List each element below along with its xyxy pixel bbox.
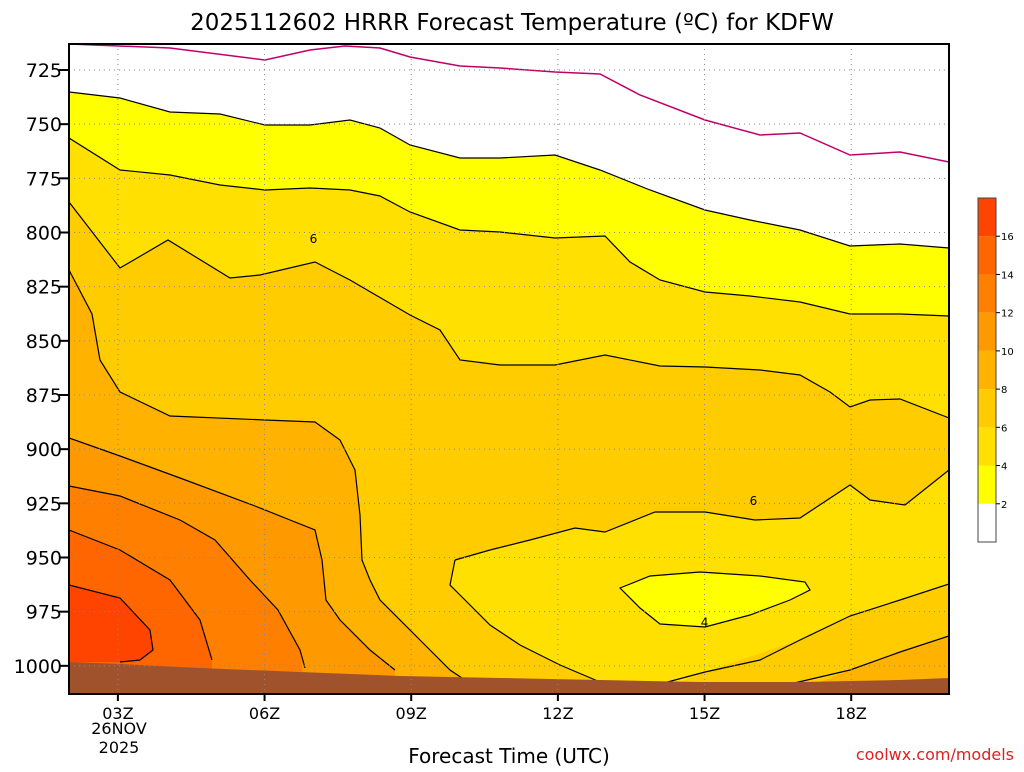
- x-axis-title: Forecast Time (UTC): [408, 744, 610, 768]
- x-tick-label: 03Z: [102, 704, 133, 723]
- colorbar-swatch: [978, 274, 996, 313]
- x-tick-label: 15Z: [689, 704, 720, 723]
- y-tick-label: 875: [26, 385, 62, 407]
- colorbar-frame: [977, 197, 997, 543]
- region-2-4-pocket: [620, 572, 810, 627]
- colorbar-swatch: [978, 198, 996, 237]
- colorbar-tick-label: 12: [1001, 309, 1014, 320]
- colorbar-swatch: [978, 503, 996, 542]
- x-axis: 03Z 06Z 09Z 12Z 15Z 18Z: [102, 694, 867, 723]
- y-tick-label: 950: [26, 548, 62, 570]
- colorbar-swatch: [978, 236, 996, 275]
- plot-frame: [68, 43, 950, 695]
- colorbar-legend: 2 4 6 8 10 12 14 16: [977, 197, 1014, 543]
- colorbar-swatch: [978, 465, 996, 504]
- zero-isotherm-line: [69, 44, 949, 163]
- contour-label: 6: [750, 494, 758, 508]
- y-tick-label: 975: [26, 602, 62, 624]
- y-tick-label: 900: [26, 439, 62, 461]
- y-tick-label: 750: [26, 114, 62, 136]
- temperature-fill-regions: [69, 44, 949, 694]
- colorbar-swatch: [978, 427, 996, 466]
- colorbar-tick-label: 4: [1001, 462, 1007, 473]
- colorbar-swatch: [978, 312, 996, 351]
- colorbar-tick-label: 2: [1001, 500, 1007, 511]
- colorbar-swatch: [978, 389, 996, 428]
- date-label-line1: 26NOV: [91, 719, 147, 738]
- colorbar-tick-label: 8: [1001, 385, 1007, 396]
- x-tick-label: 09Z: [396, 704, 427, 723]
- credit-link[interactable]: coolwx.com/models: [856, 745, 1014, 764]
- isotherm-lines: [69, 91, 949, 694]
- colorbar-tick-label: 10: [1001, 347, 1014, 358]
- contour-labels: 6 6 4: [310, 232, 758, 630]
- colorbar-swatch: [978, 350, 996, 390]
- grid-lines: [69, 44, 949, 694]
- y-tick-label: 850: [26, 331, 62, 353]
- y-tick-label: 775: [26, 168, 62, 190]
- x-tick-label: 18Z: [836, 704, 867, 723]
- band-14-16: [69, 585, 153, 662]
- y-tick-label: 925: [26, 493, 62, 515]
- colorbar-tick-label: 14: [1001, 270, 1014, 281]
- region-8-10-lower-right: [790, 636, 949, 694]
- colorbar-tick-label: 6: [1001, 423, 1007, 434]
- date-label-line2: 2025: [99, 738, 140, 757]
- contour-label: 6: [310, 232, 318, 246]
- y-tick-label: 825: [26, 277, 62, 299]
- chart-title: 2025112602 HRRR Forecast Temperature (ºC…: [190, 10, 834, 36]
- ground-surface: [69, 662, 949, 694]
- y-axis: 725 750 775 800 825 850 875 900 925 950 975 1000: [14, 60, 69, 678]
- y-tick-label: 800: [26, 223, 62, 245]
- x-tick-label: 06Z: [249, 704, 280, 723]
- contour-label: 4: [701, 616, 709, 630]
- y-tick-label: 1000: [14, 656, 62, 678]
- colorbar-tick-label: 16: [1001, 232, 1014, 243]
- y-tick-label: 725: [26, 60, 62, 82]
- x-tick-label: 12Z: [542, 704, 573, 723]
